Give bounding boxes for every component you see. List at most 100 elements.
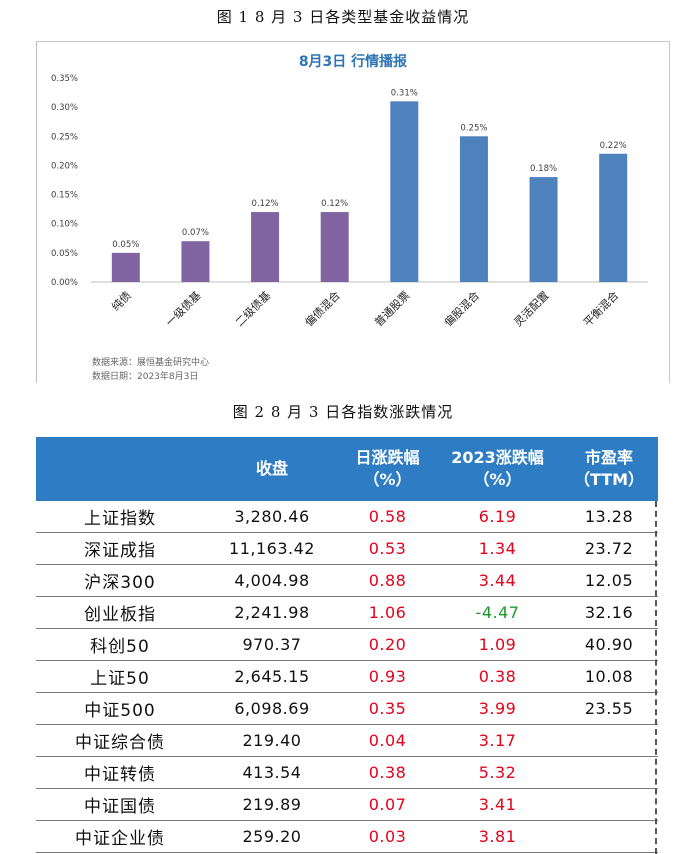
close-cell: 219.89 bbox=[204, 788, 340, 821]
bar bbox=[459, 136, 488, 282]
ytd-change-cell: 5.32 bbox=[435, 756, 560, 789]
ytd-change-cell: 6.19 bbox=[435, 501, 560, 533]
index-name-cell: 中证500 bbox=[36, 692, 204, 725]
index-name-cell: 创业板指 bbox=[36, 596, 204, 629]
column-header-line2: （TTM） bbox=[573, 470, 645, 489]
index-name-cell: 上证指数 bbox=[36, 501, 204, 533]
day-change-cell: 0.38 bbox=[340, 756, 435, 789]
chart-frame bbox=[36, 41, 670, 383]
index-table-wrapper: 收盘 日涨跌幅 （%） 2023涨跌幅 （%） 市盈率 （TTM） 上证指数 3,280.46… bbox=[36, 437, 658, 853]
data-label: 0.31% bbox=[391, 88, 418, 98]
table-row: 中证转债 413.54 0.38 5.32 bbox=[36, 756, 658, 789]
ytd-change-cell: 3.41 bbox=[435, 788, 560, 821]
category-label: 平衡混合 bbox=[580, 288, 621, 329]
bar-chart: 8月3日 行情播报 0.00% 0.05% 0.10% 0.15% 0.20% 0.25% 0… bbox=[51, 53, 648, 329]
pe-ratio-cell: 13.28 bbox=[560, 501, 658, 533]
day-change-cell: 0.53 bbox=[340, 532, 435, 565]
column-header: 收盘 bbox=[204, 437, 340, 501]
ytd-change-cell: 3.81 bbox=[435, 820, 560, 853]
close-cell: 11,163.42 bbox=[204, 532, 340, 565]
day-change-cell: 0.20 bbox=[340, 628, 435, 661]
index-table: 收盘 日涨跌幅 （%） 2023涨跌幅 （%） 市盈率 （TTM） 上证指数 3,280.46… bbox=[36, 437, 658, 853]
ytd-change-cell: 3.44 bbox=[435, 564, 560, 597]
table-row: 上证50 2,645.15 0.93 0.38 10.08 bbox=[36, 660, 658, 693]
bar bbox=[599, 153, 628, 282]
table-row: 中证企业债 259.20 0.03 3.81 bbox=[36, 820, 658, 853]
table-row: 上证指数 3,280.46 0.58 6.19 13.28 bbox=[36, 501, 658, 533]
bar bbox=[320, 212, 349, 282]
pe-ratio-cell bbox=[560, 820, 658, 853]
table-row: 中证综合债 219.40 0.04 3.17 bbox=[36, 724, 658, 757]
column-header: 日涨跌幅 （%） bbox=[340, 437, 435, 501]
bar bbox=[181, 241, 210, 282]
pe-ratio-cell: 32.16 bbox=[560, 596, 658, 629]
ytd-change-cell: -4.47 bbox=[435, 596, 560, 629]
y-tick-label: 0.20% bbox=[51, 161, 78, 171]
day-change-cell: 0.93 bbox=[340, 660, 435, 693]
day-change-cell: 0.58 bbox=[340, 501, 435, 533]
column-header-line1: 收盘 bbox=[255, 459, 288, 478]
column-header-line2: （%） bbox=[363, 470, 412, 489]
y-tick-label: 0.15% bbox=[51, 191, 78, 201]
pe-ratio-cell: 23.72 bbox=[560, 532, 658, 565]
close-cell: 259.20 bbox=[204, 820, 340, 853]
index-name-cell: 中证国债 bbox=[36, 788, 204, 821]
pe-ratio-cell: 10.08 bbox=[560, 660, 658, 693]
category-label: 普通股票 bbox=[371, 288, 412, 329]
pe-ratio-cell: 12.05 bbox=[560, 564, 658, 597]
index-name-cell: 上证50 bbox=[36, 660, 204, 693]
index-name-cell: 沪深300 bbox=[36, 564, 204, 597]
bar bbox=[111, 252, 140, 282]
index-name-cell: 中证企业债 bbox=[36, 820, 204, 853]
data-label: 0.22% bbox=[600, 141, 627, 151]
ytd-change-cell: 1.09 bbox=[435, 628, 560, 661]
column-header-line2: （%） bbox=[473, 470, 522, 489]
data-label: 0.18% bbox=[530, 164, 557, 174]
category-label: 二级债基 bbox=[232, 288, 273, 329]
day-change-cell: 0.03 bbox=[340, 820, 435, 853]
data-label: 0.12% bbox=[252, 199, 279, 209]
category-label: 偏股混合 bbox=[441, 288, 482, 329]
y-tick-label: 0.35% bbox=[51, 74, 78, 84]
category-label: 偏债混合 bbox=[302, 288, 343, 329]
column-header: 2023涨跌幅 （%） bbox=[435, 437, 560, 501]
table-row: 沪深300 4,004.98 0.88 3.44 12.05 bbox=[36, 564, 658, 597]
ytd-change-cell: 1.34 bbox=[435, 532, 560, 565]
chart-left-rule bbox=[36, 41, 37, 383]
index-name-cell: 中证综合债 bbox=[36, 724, 204, 757]
category-label: 灵活配置 bbox=[511, 289, 551, 329]
ytd-change-cell: 3.17 bbox=[435, 724, 560, 757]
data-source-note: 数据来源：展恒基金研究中心 bbox=[92, 358, 210, 368]
index-name-cell: 科创50 bbox=[36, 628, 204, 661]
close-cell: 3,280.46 bbox=[204, 501, 340, 533]
y-tick-label: 0.10% bbox=[51, 220, 78, 230]
day-change-cell: 0.88 bbox=[340, 564, 435, 597]
column-header bbox=[36, 437, 204, 501]
figure2-caption: 图 2 8 月 3 日各指数涨跌情况 bbox=[232, 403, 454, 421]
close-cell: 413.54 bbox=[204, 756, 340, 789]
day-change-cell: 1.06 bbox=[340, 596, 435, 629]
ytd-change-cell: 0.38 bbox=[435, 660, 560, 693]
data-label: 0.07% bbox=[182, 228, 209, 238]
pe-ratio-cell: 40.90 bbox=[560, 628, 658, 661]
close-cell: 970.37 bbox=[204, 628, 340, 661]
right-dashed-border bbox=[655, 501, 657, 854]
index-name-cell: 深证成指 bbox=[36, 532, 204, 565]
pe-ratio-cell: 23.55 bbox=[560, 692, 658, 725]
close-cell: 219.40 bbox=[204, 724, 340, 757]
close-cell: 6,098.69 bbox=[204, 692, 340, 725]
day-change-cell: 0.04 bbox=[340, 724, 435, 757]
column-header-line1: 日涨跌幅 bbox=[355, 448, 420, 467]
table-header-row: 收盘 日涨跌幅 （%） 2023涨跌幅 （%） 市盈率 （TTM） bbox=[36, 437, 658, 501]
close-cell: 4,004.98 bbox=[204, 564, 340, 597]
pe-ratio-cell bbox=[560, 724, 658, 757]
chart-title: 8月3日 行情播报 bbox=[299, 53, 407, 70]
bar bbox=[390, 101, 419, 282]
table-row: 深证成指 11,163.42 0.53 1.34 23.72 bbox=[36, 532, 658, 565]
y-tick-label: 0.25% bbox=[51, 132, 78, 142]
data-date-note: 数据日期：2023年8月3日 bbox=[92, 372, 199, 382]
data-label: 0.25% bbox=[460, 123, 487, 133]
column-header-line1: 市盈率 bbox=[584, 448, 633, 467]
column-header-line1: 2023涨跌幅 bbox=[451, 448, 544, 467]
table-row: 中证国债 219.89 0.07 3.41 bbox=[36, 788, 658, 821]
